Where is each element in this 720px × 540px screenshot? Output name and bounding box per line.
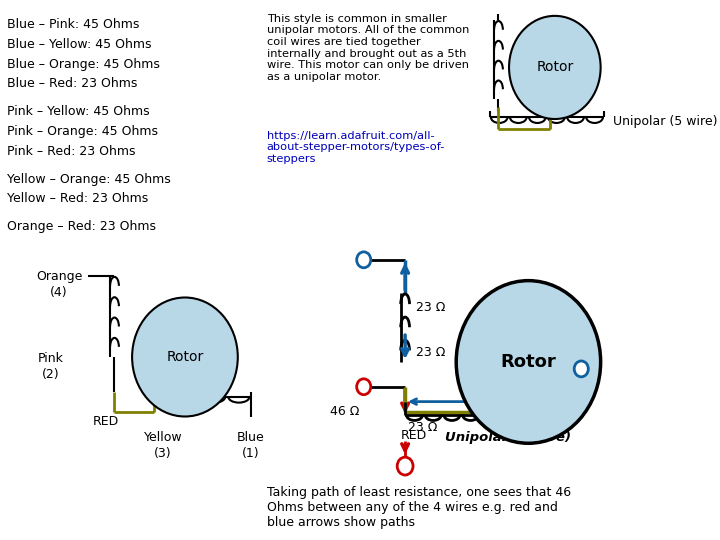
Circle shape [509, 16, 600, 119]
Text: 46 Ω: 46 Ω [330, 405, 359, 418]
Circle shape [456, 281, 600, 443]
Text: Pink – Orange: 45 Ohms: Pink – Orange: 45 Ohms [7, 125, 158, 138]
Text: 23 Ω: 23 Ω [415, 301, 445, 314]
Text: Blue – Pink: 45 Ohms: Blue – Pink: 45 Ohms [7, 18, 140, 31]
Text: https://learn.adafruit.com/all-
about-stepper-motors/types-of-
steppers: https://learn.adafruit.com/all- about-st… [267, 131, 445, 164]
Text: Unipolar (5 wire): Unipolar (5 wire) [445, 431, 571, 444]
Text: Pink: Pink [37, 352, 63, 365]
Circle shape [132, 298, 238, 416]
Text: (4): (4) [50, 286, 68, 299]
Text: Unipolar (5 wire): Unipolar (5 wire) [613, 116, 717, 129]
Text: This style is common in smaller
unipolar motors. All of the common
coil wires ar: This style is common in smaller unipolar… [267, 14, 469, 82]
Text: RED: RED [92, 415, 119, 428]
Text: Blue: Blue [237, 431, 265, 444]
Text: Pink – Red: 23 Ohms: Pink – Red: 23 Ohms [7, 145, 135, 158]
Text: Orange: Orange [36, 270, 82, 283]
Circle shape [575, 361, 588, 377]
Text: Blue – Red: 23 Ohms: Blue – Red: 23 Ohms [7, 77, 138, 90]
Text: 23 Ω: 23 Ω [408, 421, 437, 435]
Text: Yellow: Yellow [143, 431, 182, 444]
Text: 23 Ω: 23 Ω [502, 421, 531, 435]
Text: 23 Ω: 23 Ω [415, 346, 445, 359]
Text: (3): (3) [154, 447, 172, 460]
Text: Rotor: Rotor [536, 60, 573, 75]
Text: RED: RED [401, 429, 427, 442]
Text: Taking path of least resistance, one sees that 46
Ohms between any of the 4 wire: Taking path of least resistance, one see… [267, 486, 571, 529]
Text: (2): (2) [41, 368, 59, 381]
Text: Yellow – Red: 23 Ohms: Yellow – Red: 23 Ohms [7, 192, 148, 205]
Text: Rotor: Rotor [500, 353, 557, 371]
Text: (1): (1) [242, 447, 260, 460]
Text: Blue – Yellow: 45 Ohms: Blue – Yellow: 45 Ohms [7, 38, 151, 51]
Text: Blue – Orange: 45 Ohms: Blue – Orange: 45 Ohms [7, 58, 160, 71]
Text: Orange – Red: 23 Ohms: Orange – Red: 23 Ohms [7, 220, 156, 233]
Circle shape [356, 252, 371, 268]
Circle shape [397, 457, 413, 475]
Text: Pink – Yellow: 45 Ohms: Pink – Yellow: 45 Ohms [7, 105, 150, 118]
Text: Yellow – Orange: 45 Ohms: Yellow – Orange: 45 Ohms [7, 173, 171, 186]
Text: Rotor: Rotor [166, 350, 204, 364]
Circle shape [356, 379, 371, 395]
